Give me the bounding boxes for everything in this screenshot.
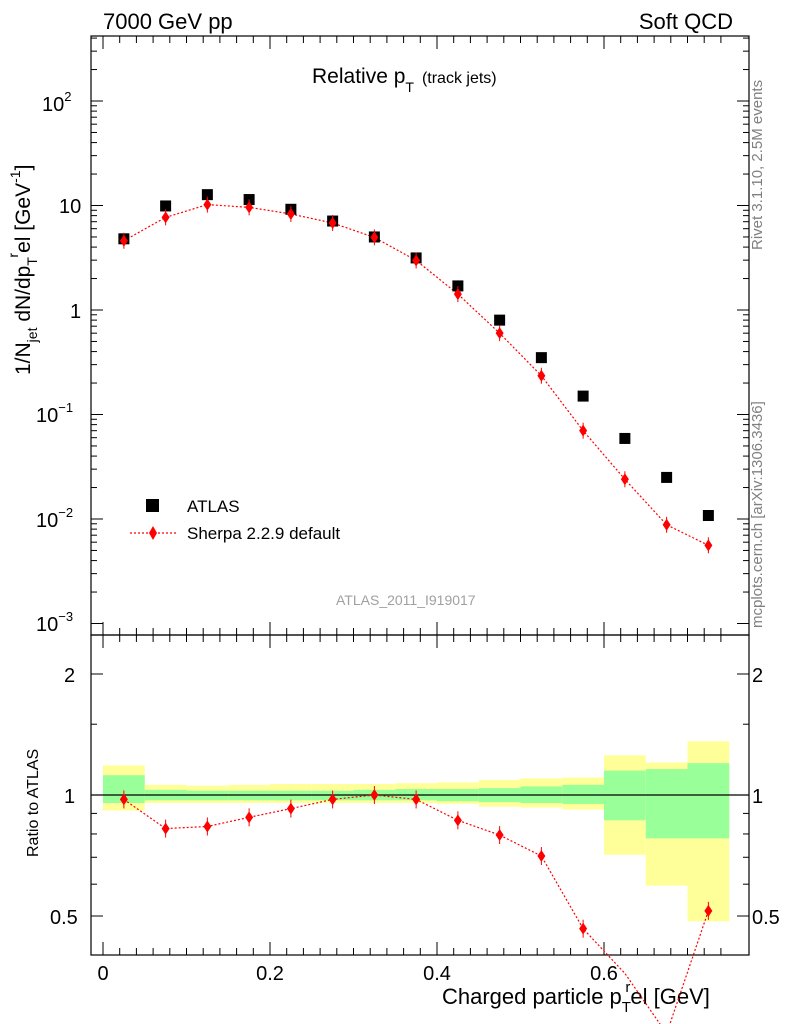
ratio-data-point (453, 814, 462, 827)
legend-marker-atlas (146, 499, 159, 512)
ratio-data-point (412, 793, 421, 806)
ratio-data-point (203, 820, 212, 833)
ratio-data-point (495, 829, 504, 842)
ratio-ytick-1-right: 1 (752, 786, 763, 808)
ratio-data-point (161, 822, 170, 835)
atlas-data-point (160, 200, 172, 212)
atlas-data-point (452, 280, 464, 292)
ratio-uncertainty-bands (103, 741, 730, 922)
ratio-ytick-2-left: 2 (64, 665, 75, 687)
sherpa-data-point (620, 473, 629, 486)
stat-uncertainty-band (562, 784, 604, 804)
ytick-label-0.001: 10−3 (36, 609, 73, 636)
ratio-data-point (370, 789, 379, 801)
atlas-data-point (201, 189, 213, 201)
rivet-version-label: Rivet 3.1.10, 2.5M events (749, 80, 766, 250)
ytick-label-0.1: 10−1 (36, 400, 73, 427)
category-label: Soft QCD (639, 9, 733, 34)
ytick-label-0.01: 10−2 (36, 505, 73, 532)
y-axis-title-ratio: Ratio to ATLAS (25, 749, 42, 857)
sherpa-data-point (495, 327, 504, 340)
ytick-label-1: 1 (70, 301, 81, 323)
legend-label-atlas: ATLAS (187, 497, 240, 516)
sherpa-data-point (662, 518, 671, 531)
stat-uncertainty-band (687, 763, 730, 839)
sherpa-data-point (704, 539, 713, 552)
atlas-data-point (577, 390, 589, 402)
ratio-plot-marks (119, 786, 713, 1024)
legend: ATLAS Sherpa 2.2.9 default (130, 497, 340, 543)
ratio-ytick-1-left: 1 (64, 786, 75, 808)
sherpa-data-point (119, 234, 128, 247)
ratio-data-point (119, 793, 128, 806)
atlas-data-point (535, 352, 547, 364)
energy-label: 7000 GeV pp (103, 9, 233, 34)
ratio-data-point (328, 793, 337, 806)
sherpa-data-point (579, 424, 588, 437)
y-axis-title-main: 1/Njet dN/dpTrel [GeV-1] (5, 165, 40, 375)
sherpa-data-point (161, 211, 170, 224)
sherpa-data-point (203, 198, 212, 211)
plot-title: Relative pT (track jets) (312, 65, 497, 95)
sherpa-data-point (370, 231, 379, 244)
atlas-data-point (494, 314, 506, 326)
legend-marker-sherpa (149, 526, 157, 540)
legend-label-sherpa: Sherpa 2.2.9 default (187, 524, 340, 543)
source-label: mcplots.cern.ch [arXiv:1306.3436] (749, 401, 766, 628)
xtick-label-0: 0 (97, 963, 108, 985)
ratio-data-point (245, 811, 254, 824)
ratio-data-point (286, 802, 295, 815)
xtick-label-0.4: 0.4 (423, 963, 451, 985)
main-plot-frame (90, 35, 750, 636)
atlas-data-point (661, 471, 673, 483)
stat-uncertainty-band (645, 769, 688, 839)
atlas-data-point (702, 510, 714, 522)
atlas-data-point (619, 432, 631, 444)
ytick-label-100: 102 (42, 89, 71, 116)
ratio-data-point (537, 850, 546, 863)
ratio-ytick-0.5-right: 0.5 (752, 907, 780, 929)
main-plot-marks (118, 189, 714, 554)
analysis-watermark: ATLAS_2011_I919017 (336, 592, 476, 608)
ratio-ytick-2-right: 2 (752, 665, 763, 687)
sherpa-data-point (245, 201, 254, 214)
sherpa-data-point (328, 217, 337, 230)
sherpa-data-point (412, 254, 421, 267)
x-axis-title: Charged particle pTrel [GeV] (442, 979, 710, 1016)
ratio-ytick-0.5-left: 0.5 (50, 907, 78, 929)
sherpa-data-point (453, 288, 462, 301)
sherpa-line (123, 203, 709, 546)
axis-ticks (91, 36, 749, 955)
ratio-data-point (704, 904, 713, 917)
xtick-label-0.6: 0.6 (590, 963, 618, 985)
ratio-data-point (579, 922, 588, 935)
sherpa-data-point (537, 369, 546, 382)
sherpa-data-point (286, 207, 295, 220)
ytick-label-10: 10 (59, 196, 81, 218)
xtick-label-0.2: 0.2 (256, 963, 284, 985)
